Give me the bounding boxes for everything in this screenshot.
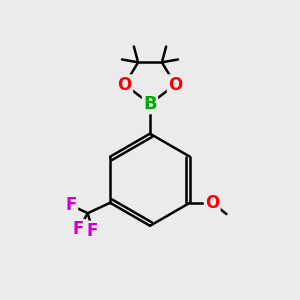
- Text: F: F: [65, 196, 77, 214]
- Text: B: B: [143, 95, 157, 113]
- Text: F: F: [73, 220, 84, 238]
- Text: F: F: [87, 222, 98, 240]
- Text: O: O: [168, 76, 182, 94]
- Text: O: O: [205, 194, 219, 212]
- Text: O: O: [118, 76, 132, 94]
